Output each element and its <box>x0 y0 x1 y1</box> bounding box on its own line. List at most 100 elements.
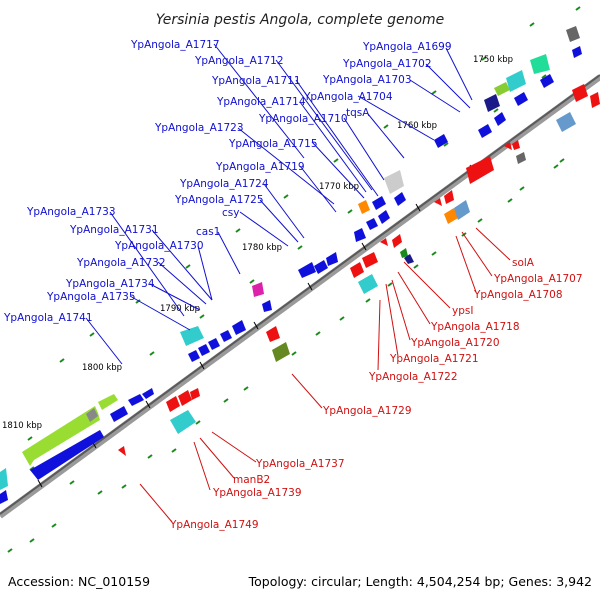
reverse-leaders <box>139 227 511 523</box>
gene-label: YpAngola_A1699 <box>362 41 452 53</box>
forward-genes <box>0 26 582 504</box>
gene-label: YpAngola_A1735 <box>46 291 136 303</box>
gene-label: YpAngola_A1719 <box>215 161 305 173</box>
accession-label: Accession: NC_010159 <box>8 574 150 589</box>
gene-arrow <box>30 430 104 480</box>
gene-arrow <box>358 274 378 294</box>
gene-label: YpAngola_A1730 <box>114 240 204 252</box>
genome-backbone <box>0 74 600 519</box>
gene-label: YpAngola_A1704 <box>303 91 393 103</box>
gene-label: YpAngola_A1732 <box>76 257 166 269</box>
gene-label: YpAngola_A1723 <box>154 122 244 134</box>
gene-label: YpAngola_A1721 <box>389 353 479 365</box>
gene-arrow <box>128 394 144 406</box>
gene-arrow <box>0 468 8 490</box>
gene-label: YpAngola_A1724 <box>179 178 269 190</box>
genome-summary: Topology: circular; Length: 4,504,254 bp… <box>248 574 592 589</box>
gene-arrow <box>190 388 200 400</box>
gene-arrow <box>166 396 180 412</box>
tick-label: 1770 kbp <box>319 182 359 192</box>
gene-arrow <box>0 490 8 504</box>
gene-arrow <box>178 390 192 406</box>
gene-arrow <box>378 210 390 224</box>
gene-arrow <box>362 252 378 268</box>
gene-arrow <box>326 252 338 266</box>
gene-arrow <box>566 26 580 42</box>
tick-labels: 1750 kbp 1760 kbp 1770 kbp 1780 kbp 1790… <box>2 55 513 431</box>
tick-label: 1810 kbp <box>2 421 42 431</box>
gene-arrow <box>208 338 220 350</box>
gene-label: YpAngola_A1717 <box>130 39 220 51</box>
gene-arrow <box>180 326 204 346</box>
gene-label: YpAngola_A1712 <box>194 55 284 67</box>
gene-label: YpAngola_A1708 <box>473 289 563 301</box>
tick-label: 1750 kbp <box>473 55 513 65</box>
gene-arrow <box>434 134 448 148</box>
gene-arrow <box>380 238 388 246</box>
gene-label: solA <box>512 257 535 269</box>
gene-arrow <box>350 262 364 278</box>
gene-label: ypsI <box>452 305 473 317</box>
forward-leaders <box>85 43 473 365</box>
gene-arrow <box>530 54 550 74</box>
gene-arrow <box>540 74 554 88</box>
gene-arrow <box>170 410 196 434</box>
reverse-gene-labels: solA YpAngola_A1707 YpAngola_A1708 ypsI … <box>169 257 583 531</box>
gene-label: YpAngola_A1720 <box>410 337 500 349</box>
gene-arrow <box>484 94 500 112</box>
gene-arrow <box>22 406 100 466</box>
gene-label: manB2 <box>233 474 270 486</box>
gene-arrow <box>556 112 576 132</box>
gene-arrow <box>504 142 512 150</box>
gene-arrow <box>354 228 366 242</box>
tick-label: 1800 kbp <box>82 363 122 373</box>
gene-label: YpAngola_A1725 <box>174 194 264 206</box>
gene-label: YpAngola_A1731 <box>69 224 159 236</box>
gene-label: csy <box>222 207 239 219</box>
gene-arrow <box>444 190 454 204</box>
gene-label: YpAngola_A1722 <box>368 371 458 383</box>
gene-label: cas1 <box>196 226 220 238</box>
gene-arrow <box>434 198 442 206</box>
gene-arrow <box>506 70 526 92</box>
gene-arrow <box>590 92 600 108</box>
tick-label: 1780 kbp <box>242 243 282 253</box>
gene-arrow <box>314 260 328 274</box>
gene-label: YpAngola_A1711 <box>211 75 301 87</box>
gene-arrow <box>252 282 264 297</box>
gene-arrow <box>220 330 232 342</box>
gene-arrow <box>188 350 200 362</box>
gene-arrow <box>572 84 588 102</box>
gene-arrow <box>366 218 378 230</box>
reverse-genes <box>118 84 600 456</box>
gene-arrow <box>110 406 128 422</box>
gene-label: YpAngola_A1707 <box>493 273 583 285</box>
gene-arrow <box>572 46 582 58</box>
gene-label: YpAngola_A1734 <box>65 278 155 290</box>
gene-label: YpAngola_A1710 <box>258 113 348 125</box>
gene-label: YpAngola_A1702 <box>342 58 432 70</box>
gene-label: YpAngola_A1703 <box>322 74 412 86</box>
gene-arrow <box>444 208 458 224</box>
guide-dots <box>7 6 581 553</box>
gene-label: YpAngola_A1733 <box>26 206 116 218</box>
gene-arrow <box>266 326 280 342</box>
gene-arrow <box>404 254 414 264</box>
gene-label: YpAngola_A1741 <box>3 312 93 324</box>
gene-arrow <box>454 200 470 220</box>
gene-arrow <box>272 342 290 362</box>
gene-arrow <box>512 140 520 150</box>
gene-arrow <box>478 124 492 138</box>
gene-arrow <box>198 344 210 356</box>
gene-label: YpAngola_A1715 <box>228 138 318 150</box>
gene-arrow <box>142 388 154 399</box>
gene-arrow <box>262 300 272 312</box>
gene-arrow <box>372 196 386 210</box>
gene-label: YpAngola_A1749 <box>169 519 259 531</box>
gene-arrow <box>392 234 402 248</box>
gene-label: YpAngola_A1718 <box>430 321 520 333</box>
tick-label: 1790 kbp <box>160 304 200 314</box>
map-title: Yersinia pestis Angola, complete genome <box>156 12 445 28</box>
gene-label: YpAngola_A1739 <box>212 487 302 499</box>
